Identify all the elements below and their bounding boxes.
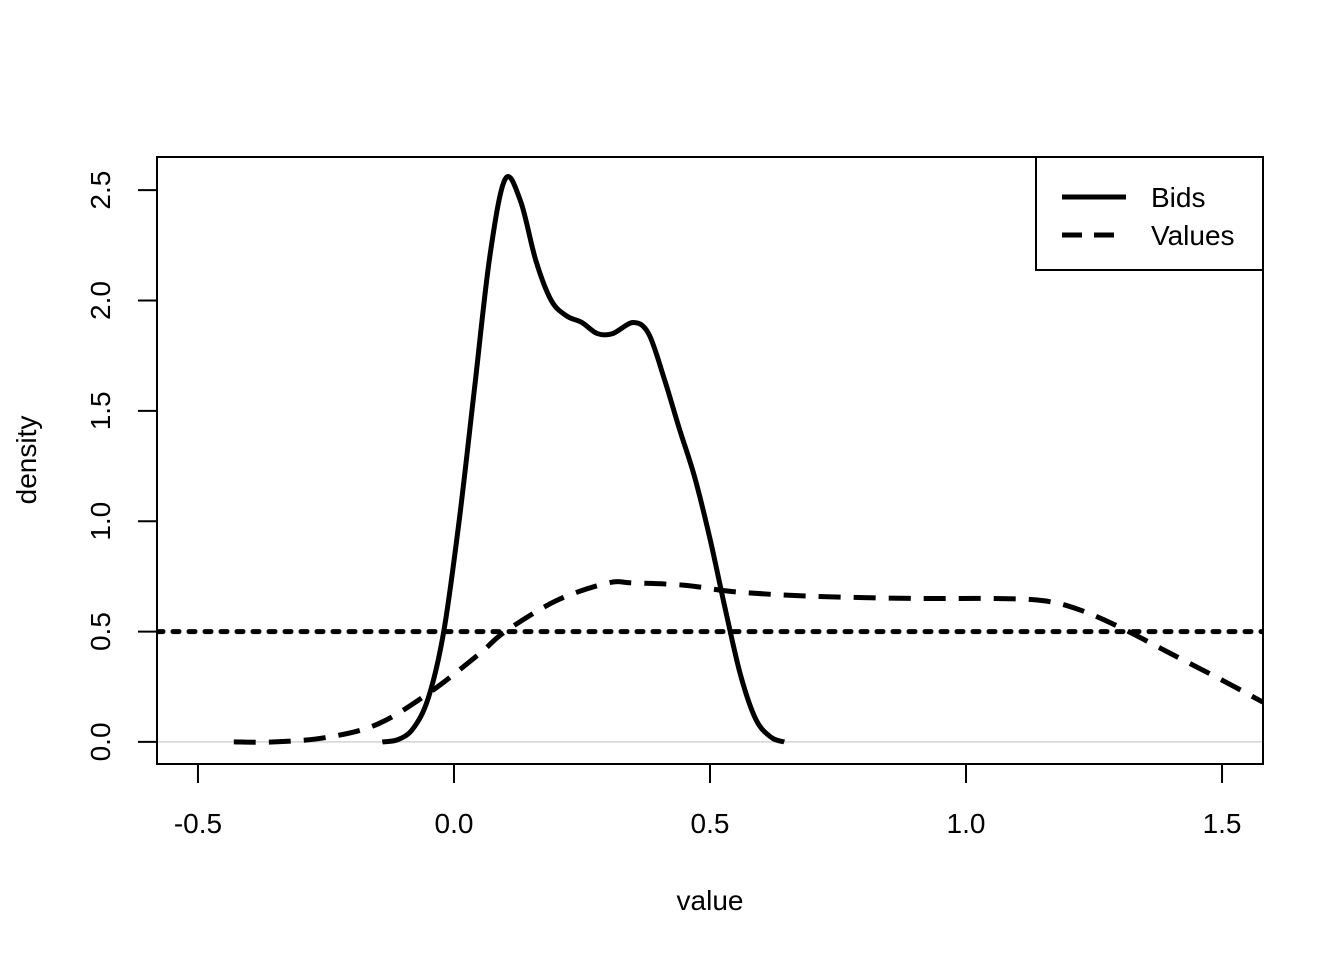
y-tick-label: 1.5 <box>85 391 116 430</box>
x-axis-label: value <box>677 885 744 916</box>
x-tick-label: 1.0 <box>947 808 986 839</box>
x-tick-label: 0.5 <box>691 808 730 839</box>
legend-label-bids: Bids <box>1151 182 1205 213</box>
x-tick-label: -0.5 <box>174 808 222 839</box>
y-axis-label: density <box>11 416 42 505</box>
x-axis: -0.5 0.0 0.5 1.0 1.5 <box>174 763 1242 839</box>
legend: Bids Values <box>1035 156 1264 271</box>
x-tick-label: 0.0 <box>435 808 474 839</box>
y-tick-label: 1.0 <box>85 502 116 541</box>
legend-label-values: Values <box>1151 220 1235 251</box>
plot-area <box>157 174 1263 745</box>
legend-box <box>1035 156 1264 271</box>
y-tick-label: 2.0 <box>85 281 116 320</box>
y-axis: 0.0 0.5 1.0 1.5 2.0 2.5 <box>85 171 158 761</box>
series-line-values <box>233 579 1263 745</box>
x-tick-label: 1.5 <box>1203 808 1242 839</box>
y-tick-label: 0.0 <box>85 722 116 761</box>
series-line-bids <box>381 174 786 745</box>
y-tick-label: 2.5 <box>85 171 116 210</box>
y-tick-label: 0.5 <box>85 612 116 651</box>
